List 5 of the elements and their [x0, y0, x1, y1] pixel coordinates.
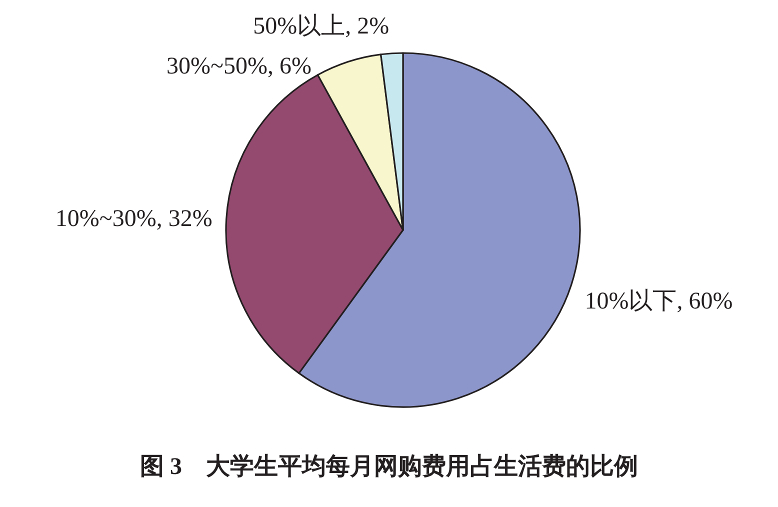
- slice-label: 10%以下, 60%: [584, 288, 733, 314]
- slice-label: 30%~50%, 6%: [166, 53, 312, 80]
- slice-label: 10%~30%, 32%: [55, 206, 212, 232]
- slice-label: 50%以上, 2%: [253, 13, 390, 40]
- text: 图 3 大学生平均每月网购费用占生活费的比例: [140, 453, 638, 480]
